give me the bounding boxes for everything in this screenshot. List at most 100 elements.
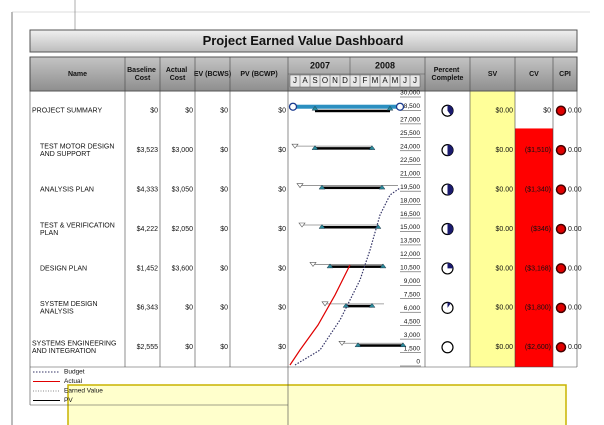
start-marker [296,183,304,189]
y-tick-label: 1,500 [404,345,421,352]
y-tick-label: 3,000 [404,332,421,339]
year-label: 2007 [310,60,330,70]
cost-cell: $0 [278,305,286,312]
y-tick-label: 12,000 [400,251,420,258]
percent-wedge [447,184,454,196]
y-tick-label: 10,500 [400,265,420,272]
cost-cell: $3,000 [172,147,194,154]
column-header: Name [68,71,87,78]
cost-cell: $0 [185,108,193,115]
sv-cell: $0.00 [495,265,513,272]
sv-cell: $0.00 [495,226,513,233]
y-tick-label: 27,000 [400,117,420,124]
sv-cell: $0.00 [495,108,513,115]
month-label: A [382,76,388,85]
percent-wedge [447,302,451,308]
cost-cell: $0 [278,344,286,351]
title-bar [29,29,578,53]
cv-cell: ($346) [531,226,551,233]
percent-ring [441,341,454,354]
work-marker [378,184,386,190]
work-bar [322,226,378,229]
work-marker [379,263,387,269]
cost-cell: $0 [220,265,228,272]
task-name: SYSTEM DESIGN ANALYSIS [40,301,100,316]
y-tick-label: 4,500 [404,318,421,325]
cost-cell: $6,343 [137,305,159,312]
month-label: J [403,76,407,85]
month-label: J [293,76,297,85]
column-header: CV [529,71,539,78]
cost-cell: $0 [220,305,228,312]
work-marker [368,145,376,150]
cpi-cell: 0.00 [568,186,582,193]
task-name: SYSTEMS ENGINEERING AND INTEGRATION [32,340,118,355]
sv-column-bg [470,91,515,367]
y-tick-label: 25,500 [400,130,420,137]
month-label: M [392,76,399,85]
start-marker [338,340,346,346]
cv-cell: ($1,340) [525,186,551,193]
cost-cell: $0 [220,344,228,351]
title: Project Earned Value Dashboard [203,33,404,48]
cpi-indicator [555,105,567,116]
cost-cell: $3,050 [172,186,194,193]
cost-cell: $4,222 [137,226,159,233]
cpi-indicator [555,302,567,314]
month-label: S [312,76,317,85]
work-bar [322,186,382,190]
work-marker [354,342,362,347]
task-name: ANALYSIS PLAN [40,186,94,193]
month-label: O [322,76,328,85]
cpi-indicator [555,342,567,353]
percent-wedge [447,262,454,269]
summary-end [288,102,298,111]
month-band [289,74,421,88]
cost-cell: $0 [220,226,228,233]
year-label: 2008 [375,60,395,70]
curve [289,264,351,366]
cv-cell: $0 [543,108,551,115]
work-bar [330,265,383,268]
cv-cell: ($1,800) [525,305,551,312]
y-tick-label: 21,000 [400,170,420,177]
cost-cell: $0 [220,147,228,154]
summary-end [395,102,405,111]
start-marker [309,262,317,267]
cv-cell: ($2,600) [525,344,551,351]
work-marker [368,303,376,308]
work-marker [318,184,326,190]
y-tick-label: 19,500 [400,184,420,191]
cost-cell: $1,452 [137,265,159,272]
month-label: M [372,76,379,85]
cpi-cell: 0.00 [568,305,582,312]
legend-label: Earned Value [64,388,103,395]
y-tick-label: 24,000 [400,144,420,151]
legend-label: Budget [64,369,85,376]
column-header: PV (BCWP) [240,71,277,78]
work-marker [326,263,334,269]
cost-cell: $0 [278,265,286,272]
cost-cell: $2,050 [172,226,194,233]
column-header: Baseline Cost [127,67,158,82]
work-marker [318,224,326,229]
cv-column-bg [515,128,553,367]
column-header: Actual Cost [166,67,189,82]
y-tick-label: 16,500 [400,211,420,218]
legend-label: PV [64,397,73,404]
cost-cell: $0 [278,226,286,233]
cpi-cell: 0.00 [568,344,582,351]
work-bar [358,344,403,347]
cost-cell: $0 [220,186,228,193]
cpi-cell: 0.00 [568,147,582,154]
cpi-cell: 0.00 [568,226,582,233]
cost-cell: $0 [185,305,193,312]
start-marker [321,301,329,307]
cv-cell: ($1,510) [525,147,551,154]
month-label: A [302,76,308,85]
month-label: N [332,76,338,85]
cost-cell: $3,523 [137,147,159,154]
task-name: PROJECT SUMMARY [32,108,102,115]
task-name: TEST & VERIFICATION PLAN [40,222,117,237]
